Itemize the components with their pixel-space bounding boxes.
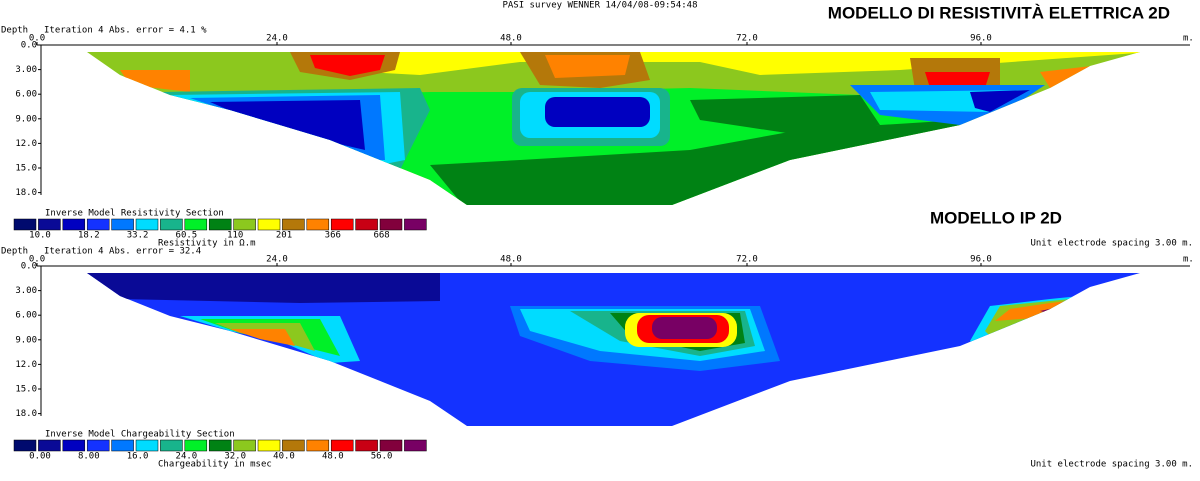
legend-swatch [330, 218, 354, 231]
legend-title: Inverse Model Chargeability Section [45, 430, 235, 440]
legend-label: 18.2 [78, 231, 100, 241]
legend-swatch [135, 218, 159, 231]
x-tick-label: 24.0 [266, 34, 288, 44]
legend-swatch [184, 439, 208, 452]
legend-swatch [306, 218, 330, 231]
depth-tick-label: 12.0 [15, 139, 37, 149]
legend-label: 60.5 [176, 231, 198, 241]
legend-swatch [282, 439, 305, 452]
depth-tick-label: 9.00 [15, 114, 37, 124]
legend-swatch [86, 439, 110, 452]
legend-label: 0.00 [29, 452, 51, 462]
legend-swatch [38, 218, 61, 231]
x-unit: m. [1183, 255, 1194, 265]
legend-unit: Chargeability in msec [158, 460, 272, 470]
legend-swatch [355, 218, 378, 231]
legend-swatch [160, 218, 183, 231]
depth-tick-label: 18.0 [15, 188, 37, 198]
x-tick-label: 48.0 [500, 255, 522, 265]
x-tick-label: 72.0 [736, 255, 758, 265]
legend-swatch [62, 439, 86, 452]
depth-tick-label: 3.00 [15, 286, 37, 296]
legend-swatch [160, 439, 183, 452]
depth-tick-label: 6.00 [15, 90, 37, 100]
legend-label: 668 [373, 231, 389, 241]
x-unit: m. [1183, 34, 1194, 44]
legend-label: 40.0 [273, 452, 295, 462]
legend-swatch [233, 439, 256, 452]
x-tick-label: 96.0 [970, 255, 992, 265]
legend-swatch [62, 218, 86, 231]
depth-tick-label: 6.00 [15, 311, 37, 321]
depth-label: Depth [1, 247, 28, 257]
legend-swatch [330, 439, 354, 452]
x-tick-label: 48.0 [500, 34, 522, 44]
legend-label: 33.2 [127, 231, 149, 241]
legend-swatch [257, 218, 281, 231]
legend-swatch [184, 218, 208, 231]
legend-swatch [13, 439, 37, 452]
legend-label: 32.0 [224, 452, 246, 462]
x-tick-label: 0.0 [29, 34, 45, 44]
legend-swatch [379, 218, 403, 231]
survey-label: PASI survey WENNER 14/04/08-09:54:48 [502, 1, 697, 11]
chargeability-section [87, 273, 1140, 426]
legend-label: 48.0 [322, 452, 344, 462]
legend-label: 24.0 [176, 452, 198, 462]
legend-label: 8.00 [78, 452, 100, 462]
iteration-label: Iteration 4 Abs. error = 32.4 [44, 247, 201, 257]
depth-tick-label: 12.0 [15, 360, 37, 370]
depth-tick-label: 9.00 [15, 335, 37, 345]
depth-tick-label: 15.0 [15, 164, 37, 174]
electrode-spacing: Unit electrode spacing 3.00 m. [1030, 460, 1193, 470]
depth-tick-label: 0.0 [21, 262, 37, 272]
legend-swatch [208, 439, 232, 452]
depth-label: Depth [1, 26, 28, 36]
depth-tick-label: 15.0 [15, 385, 37, 395]
legend-swatch [404, 439, 427, 452]
iteration-label: Iteration 4 Abs. error = 4.1 % [44, 26, 207, 36]
legend-swatch [404, 218, 427, 231]
legend-swatch [86, 218, 110, 231]
legend-swatch [111, 439, 134, 452]
x-tick-label: 24.0 [266, 255, 288, 265]
legend-swatch [135, 439, 159, 452]
electrode-spacing: Unit electrode spacing 3.00 m. [1030, 239, 1193, 249]
legend-label: 366 [325, 231, 341, 241]
legend-swatch [233, 218, 256, 231]
legend-label: 56.0 [371, 452, 393, 462]
legend-label: 201 [276, 231, 292, 241]
legend-label: 16.0 [127, 452, 149, 462]
legend-unit: Resistivity in Ω.m [158, 239, 256, 249]
heading-2: MODELLO IP 2D [930, 208, 1062, 227]
legend-swatch [38, 439, 61, 452]
x-tick-label: 96.0 [970, 34, 992, 44]
heading-1: MODELLO DI RESISTIVITÀ ELETTRICA 2D [828, 3, 1170, 22]
legend-swatch [306, 439, 330, 452]
legend-swatch [257, 439, 281, 452]
depth-tick-label: 3.00 [15, 65, 37, 75]
legend-swatch [208, 218, 232, 231]
legend-swatch [13, 218, 37, 231]
depth-tick-label: 18.0 [15, 409, 37, 419]
x-tick-label: 0.0 [29, 255, 45, 265]
x-tick-label: 72.0 [736, 34, 758, 44]
legend-label: 10.0 [29, 231, 51, 241]
legend-swatch [355, 439, 378, 452]
legend-swatch [111, 218, 134, 231]
legend-label: 110 [227, 231, 243, 241]
legend-swatch [379, 439, 403, 452]
legend-title: Inverse Model Resistivity Section [45, 209, 224, 219]
legend-swatch [282, 218, 305, 231]
depth-tick-label: 0.0 [21, 41, 37, 51]
resistivity-section [87, 52, 1140, 205]
